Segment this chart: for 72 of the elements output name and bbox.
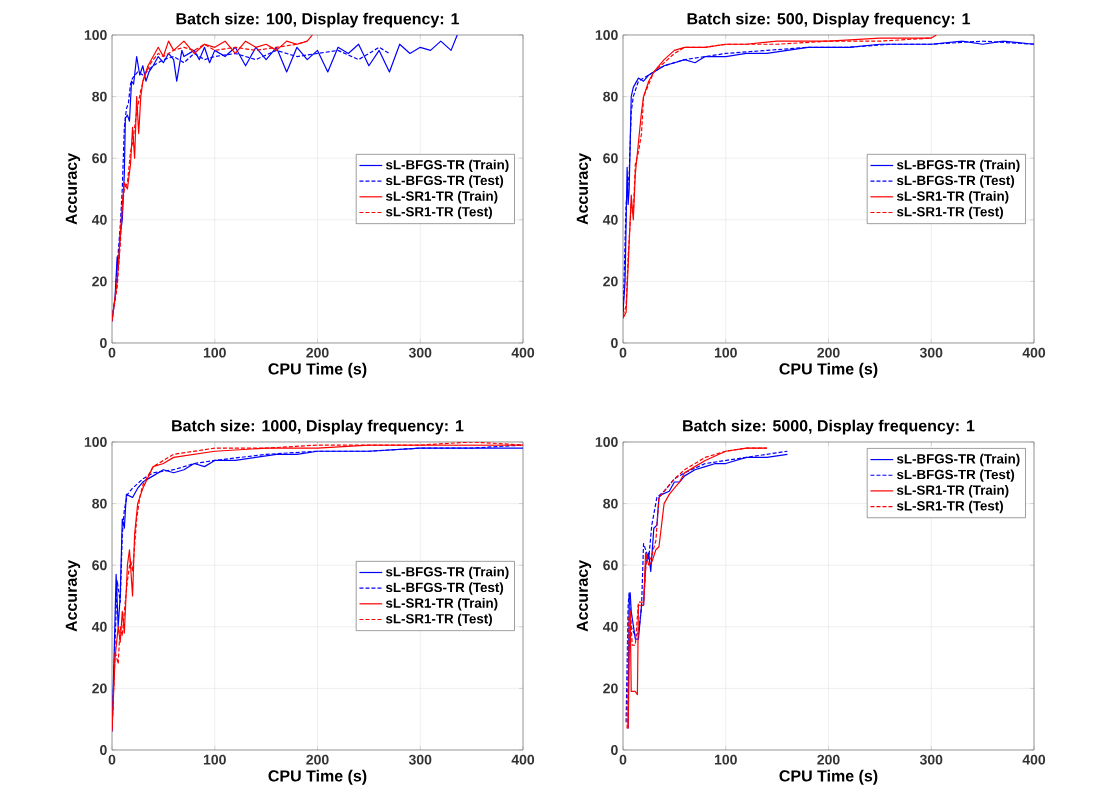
legend-label: sL-BFGS-TR (Test)	[385, 582, 504, 595]
legend-label: sL-SR1-TR (Train)	[896, 190, 1009, 204]
legend-label: sL-BFGS-TR (Train)	[896, 159, 1020, 173]
y-tick-label: 20	[92, 683, 107, 694]
y-tick-label: 20	[92, 276, 107, 287]
y-tick-label: 40	[602, 621, 618, 632]
legend-label: sL-BFGS-TR (Test)	[385, 175, 504, 188]
legend-label: sL-SR1-TR (Test)	[385, 206, 492, 220]
legend-label: sL-BFGS-TR (Test)	[896, 175, 1015, 188]
x-tick-label: 0	[619, 347, 627, 358]
x-tick-label: 300	[408, 754, 432, 765]
y-tick-label: 60	[603, 560, 618, 571]
y-axis-title: Accuracy	[65, 560, 81, 632]
x-tick-label: 300	[919, 347, 943, 358]
chart-title: Batch size: 1000, Display frequency: 1	[172, 419, 464, 435]
y-tick-label: 80	[92, 498, 107, 509]
legend-label: sL-SR1-TR (Test)	[896, 500, 1003, 514]
y-axis-title: Accuracy	[576, 153, 592, 225]
y-tick-label: 100	[84, 30, 107, 40]
x-tick-label: 0	[108, 754, 116, 765]
x-tick-label: 400	[1022, 347, 1046, 358]
x-tick-label: 0	[108, 347, 116, 358]
y-tick-label: 100	[595, 437, 618, 447]
x-axis-title: CPU Time (s)	[779, 362, 878, 378]
legend-label: sL-BFGS-TR (Train)	[385, 566, 509, 580]
x-axis-title: CPU Time (s)	[779, 769, 878, 785]
y-tick-label: 60	[92, 560, 107, 571]
y-tick-label: 60	[603, 153, 618, 164]
x-tick-label: 100	[203, 754, 226, 765]
legend-label: sL-SR1-TR (Train)	[385, 190, 498, 204]
legend-label: sL-BFGS-TR (Train)	[385, 159, 509, 173]
x-tick-label: 300	[919, 754, 943, 765]
x-tick-label: 0	[619, 754, 627, 765]
y-tick-label: 40	[602, 214, 618, 225]
legend-label: sL-BFGS-TR (Train)	[896, 453, 1020, 467]
y-tick-label: 80	[603, 91, 618, 102]
y-tick-label: 0	[611, 338, 618, 348]
x-tick-label: 400	[511, 754, 535, 765]
legend-label: sL-BFGS-TR (Test)	[896, 469, 1015, 482]
x-axis-title: CPU Time (s)	[268, 769, 367, 785]
y-tick-label: 100	[84, 437, 107, 447]
x-tick-label: 400	[511, 347, 535, 358]
x-tick-label: 200	[817, 347, 840, 358]
y-tick-label: 60	[92, 153, 107, 164]
chart-title: Batch size: 100, Display frequency: 1	[176, 12, 460, 28]
x-tick-label: 300	[408, 347, 432, 358]
x-tick-label: 200	[306, 754, 329, 765]
x-tick-label: 100	[203, 347, 226, 358]
y-axis-title: Accuracy	[65, 153, 81, 225]
chart-title: Batch size: 500, Display frequency: 1	[687, 12, 971, 28]
y-tick-label: 80	[603, 498, 618, 509]
legend-label: sL-SR1-TR (Train)	[896, 485, 1009, 498]
legend-label: sL-SR1-TR (Test)	[385, 613, 492, 627]
legend-label: sL-SR1-TR (Train)	[385, 597, 498, 611]
y-tick-label: 0	[611, 745, 618, 755]
chart-title: Batch size: 5000, Display frequency: 1	[683, 419, 975, 435]
x-tick-label: 400	[1022, 754, 1046, 765]
y-tick-label: 80	[92, 91, 107, 102]
y-tick-label: 0	[100, 745, 107, 755]
x-tick-label: 200	[306, 347, 329, 358]
x-tick-label: 200	[817, 754, 840, 765]
y-tick-label: 0	[100, 338, 107, 348]
legend-label: sL-SR1-TR (Test)	[896, 206, 1003, 220]
y-tick-label: 40	[91, 621, 107, 632]
y-tick-label: 20	[603, 683, 618, 694]
x-tick-label: 100	[714, 347, 737, 358]
y-tick-label: 20	[603, 276, 618, 287]
y-tick-label: 100	[595, 30, 618, 40]
x-axis-title: CPU Time (s)	[268, 362, 367, 378]
x-tick-label: 100	[714, 754, 737, 765]
y-axis-title: Accuracy	[576, 560, 592, 632]
y-tick-label: 40	[91, 214, 107, 225]
